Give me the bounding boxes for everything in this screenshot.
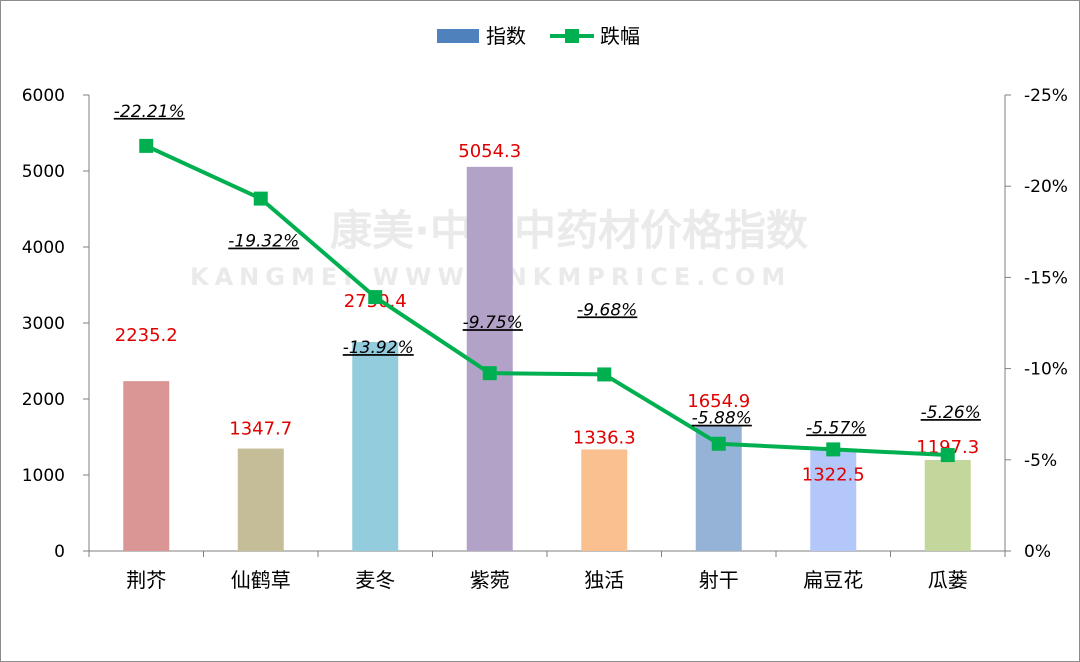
left-tick-label: 5000	[22, 162, 65, 182]
left-tick-label: 1000	[22, 466, 65, 486]
category-label: 独活	[584, 568, 624, 592]
bar-value-label: 2235.2	[115, 325, 178, 346]
line-value-label: -5.88%	[692, 409, 752, 429]
legend-label-bar: 指数	[486, 24, 526, 48]
category-label: 紫菀	[470, 568, 510, 592]
line-value-label: -19.32%	[228, 232, 299, 252]
left-tick-label: 6000	[22, 86, 65, 106]
line-marker	[711, 436, 726, 451]
bar-labels: 2235.21347.72750.45054.31336.31654.91322…	[115, 141, 979, 486]
bar	[123, 381, 170, 551]
bar	[924, 460, 971, 551]
line-path	[145, 144, 948, 458]
left-tick-label: 3000	[22, 314, 65, 334]
legend-swatch-bar	[437, 29, 479, 43]
watermark-line1: 康美·中国中药材价格指数	[330, 206, 808, 255]
line-value-label: -9.75%	[463, 313, 523, 333]
line-marker	[368, 290, 383, 305]
bar-value-label: 5054.3	[458, 141, 521, 162]
left-tick-label: 4000	[22, 238, 65, 258]
category-label: 麦冬	[355, 568, 395, 592]
line-value-label: -5.57%	[806, 418, 866, 438]
category-label: 扁豆花	[803, 568, 863, 592]
category-labels: 荆芥 仙鹤草 麦冬 紫菀 独活 射干 扁豆花 瓜蒌	[126, 568, 968, 592]
line-labels: -22.21% -19.32% -13.92% -9.75% -9.68% -5.88% -…	[114, 102, 981, 439]
line-value-label: -13.92%	[343, 338, 414, 358]
bar	[810, 450, 857, 551]
line-marker	[826, 442, 841, 457]
category-label: 瓜蒌	[928, 568, 968, 592]
line-marker	[597, 367, 612, 382]
bars	[123, 166, 971, 551]
line-value-label: -22.21%	[114, 102, 185, 122]
right-tick-label: -20%	[1024, 177, 1068, 197]
line-marker	[940, 448, 955, 463]
bar-value-label: 1347.7	[229, 419, 292, 440]
legend: 指数 跌幅	[437, 24, 640, 48]
bar-value-label: 1654.9	[687, 391, 750, 412]
left-tick-label: 0	[54, 542, 65, 562]
line-marker	[139, 138, 154, 153]
bar	[466, 166, 513, 551]
bar-value-label: 1322.5	[802, 464, 865, 485]
category-label: 仙鹤草	[231, 568, 291, 592]
bar	[237, 448, 284, 551]
line-marker	[482, 366, 497, 381]
bar-value-label: 1336.3	[573, 427, 636, 448]
axes: 0 1000 2000 3000 4000 5000 6000 0% -5% -10% -15% -2…	[22, 86, 1068, 562]
right-tick-label: -10%	[1024, 360, 1068, 380]
line-series	[139, 138, 955, 463]
legend-label-line: 跌幅	[600, 24, 640, 48]
bar	[352, 341, 399, 551]
line-marker	[253, 191, 268, 206]
right-tick-label: -5%	[1024, 451, 1057, 471]
right-tick-label: -15%	[1024, 268, 1068, 288]
right-tick-label: -25%	[1024, 86, 1068, 106]
bar	[581, 449, 628, 551]
legend-swatch-marker	[565, 29, 579, 43]
category-label: 荆芥	[126, 568, 166, 592]
right-tick-label: 0%	[1024, 542, 1051, 562]
line-value-label: -9.68%	[577, 300, 637, 320]
line-value-label: -5.26%	[921, 403, 981, 423]
left-tick-label: 2000	[22, 390, 65, 410]
category-label: 射干	[699, 568, 739, 592]
